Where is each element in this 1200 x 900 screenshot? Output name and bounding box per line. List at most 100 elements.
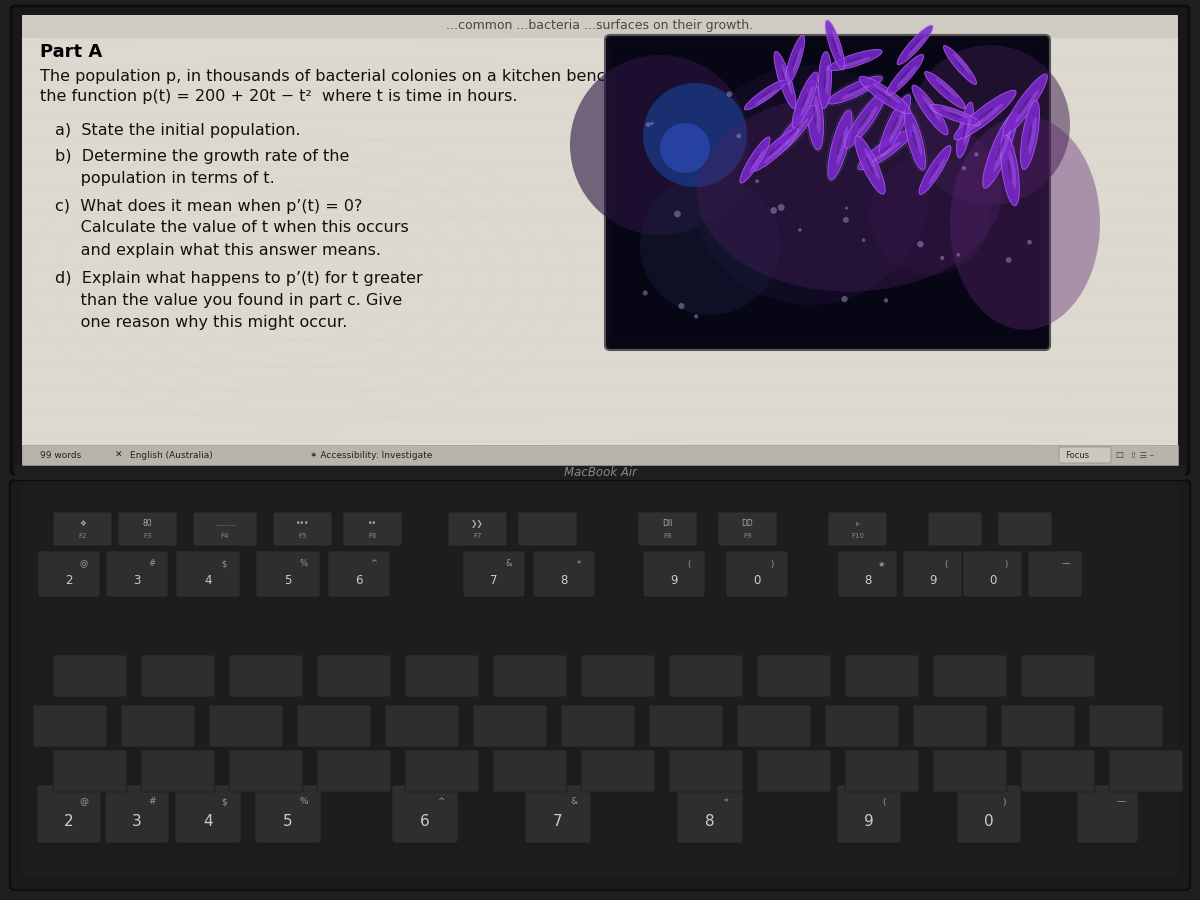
Ellipse shape	[970, 104, 1003, 130]
FancyBboxPatch shape	[581, 750, 655, 792]
Ellipse shape	[936, 78, 958, 98]
Text: 0: 0	[984, 814, 994, 830]
Ellipse shape	[847, 57, 863, 63]
Ellipse shape	[806, 80, 823, 150]
FancyBboxPatch shape	[1001, 705, 1075, 747]
FancyBboxPatch shape	[1109, 750, 1183, 792]
Text: 9: 9	[929, 574, 936, 588]
Text: $: $	[221, 560, 227, 569]
Circle shape	[956, 253, 960, 256]
FancyBboxPatch shape	[22, 445, 1178, 465]
Text: 7: 7	[553, 814, 563, 830]
Ellipse shape	[964, 115, 971, 146]
Text: MacBook Air: MacBook Air	[564, 466, 636, 480]
Ellipse shape	[1008, 150, 1016, 189]
Ellipse shape	[828, 76, 882, 104]
Text: 3: 3	[133, 574, 140, 588]
Ellipse shape	[815, 95, 821, 134]
FancyBboxPatch shape	[106, 551, 168, 597]
Text: Focus: Focus	[1066, 451, 1090, 460]
Ellipse shape	[1008, 159, 1012, 181]
Text: ⇧ ☰ –: ⇧ ☰ –	[1130, 451, 1154, 460]
Text: than the value you found in part c. Give: than the value you found in part c. Give	[55, 293, 402, 309]
Ellipse shape	[755, 89, 778, 105]
Text: 9: 9	[671, 574, 678, 588]
Text: b)  Determine the growth rate of the: b) Determine the growth rate of the	[55, 149, 349, 165]
Ellipse shape	[864, 148, 880, 180]
FancyBboxPatch shape	[142, 750, 215, 792]
Ellipse shape	[764, 140, 790, 164]
Text: Calculate the value of t when this occurs: Calculate the value of t when this occur…	[55, 220, 409, 236]
Circle shape	[845, 206, 848, 210]
FancyBboxPatch shape	[1090, 705, 1163, 747]
Text: Part A: Part A	[40, 43, 102, 61]
FancyBboxPatch shape	[193, 512, 257, 546]
Circle shape	[917, 241, 924, 248]
Text: @: @	[79, 797, 89, 806]
Text: 5: 5	[283, 814, 293, 830]
FancyBboxPatch shape	[463, 551, 526, 597]
Circle shape	[678, 303, 684, 309]
Text: 6: 6	[420, 814, 430, 830]
FancyBboxPatch shape	[106, 785, 169, 843]
Ellipse shape	[774, 51, 796, 109]
Text: c)  What does it mean when p’(t) = 0?: c) What does it mean when p’(t) = 0?	[55, 199, 362, 213]
Ellipse shape	[749, 148, 766, 174]
FancyBboxPatch shape	[11, 6, 1189, 474]
Text: 5: 5	[284, 574, 292, 588]
Ellipse shape	[854, 136, 886, 194]
Circle shape	[842, 217, 848, 223]
FancyBboxPatch shape	[934, 655, 1007, 697]
FancyBboxPatch shape	[406, 655, 479, 697]
FancyBboxPatch shape	[493, 750, 568, 792]
FancyBboxPatch shape	[718, 512, 778, 546]
Ellipse shape	[1019, 95, 1032, 114]
FancyBboxPatch shape	[1060, 447, 1111, 463]
FancyBboxPatch shape	[406, 750, 479, 792]
Ellipse shape	[836, 127, 848, 165]
Circle shape	[870, 155, 990, 275]
FancyBboxPatch shape	[845, 655, 919, 697]
Ellipse shape	[758, 91, 772, 99]
Text: a)  State the initial population.: a) State the initial population.	[55, 122, 301, 138]
Text: ): )	[770, 560, 774, 569]
Text: •••: •••	[295, 518, 310, 527]
Ellipse shape	[950, 116, 1100, 329]
Circle shape	[726, 91, 732, 97]
FancyBboxPatch shape	[121, 705, 194, 747]
FancyBboxPatch shape	[964, 551, 1022, 597]
FancyBboxPatch shape	[176, 551, 240, 597]
FancyBboxPatch shape	[757, 655, 830, 697]
Text: 4: 4	[203, 814, 212, 830]
Circle shape	[862, 238, 865, 242]
Circle shape	[778, 204, 785, 211]
Ellipse shape	[751, 153, 760, 166]
Text: the function p(t) = 200 + 20t − t²  where t is time in hours.: the function p(t) = 200 + 20t − t² where…	[40, 89, 517, 104]
Circle shape	[883, 298, 888, 302]
Ellipse shape	[828, 50, 882, 70]
Text: (: (	[882, 797, 886, 806]
Ellipse shape	[887, 55, 924, 95]
FancyBboxPatch shape	[118, 512, 178, 546]
FancyBboxPatch shape	[670, 655, 743, 697]
Ellipse shape	[925, 71, 965, 109]
Text: *: *	[577, 560, 581, 569]
FancyBboxPatch shape	[828, 512, 887, 546]
Circle shape	[674, 211, 680, 217]
FancyBboxPatch shape	[605, 35, 1050, 350]
Ellipse shape	[856, 106, 878, 137]
FancyBboxPatch shape	[53, 512, 112, 546]
Circle shape	[570, 55, 750, 235]
Text: F8: F8	[664, 534, 672, 539]
Ellipse shape	[923, 95, 942, 122]
Ellipse shape	[865, 157, 875, 174]
FancyBboxPatch shape	[613, 43, 1042, 342]
Ellipse shape	[792, 52, 798, 68]
FancyBboxPatch shape	[958, 785, 1021, 843]
Ellipse shape	[833, 31, 842, 58]
Circle shape	[1027, 239, 1032, 245]
Text: ❖: ❖	[79, 518, 86, 527]
Circle shape	[755, 179, 760, 184]
Circle shape	[1006, 257, 1012, 263]
FancyBboxPatch shape	[256, 551, 320, 597]
